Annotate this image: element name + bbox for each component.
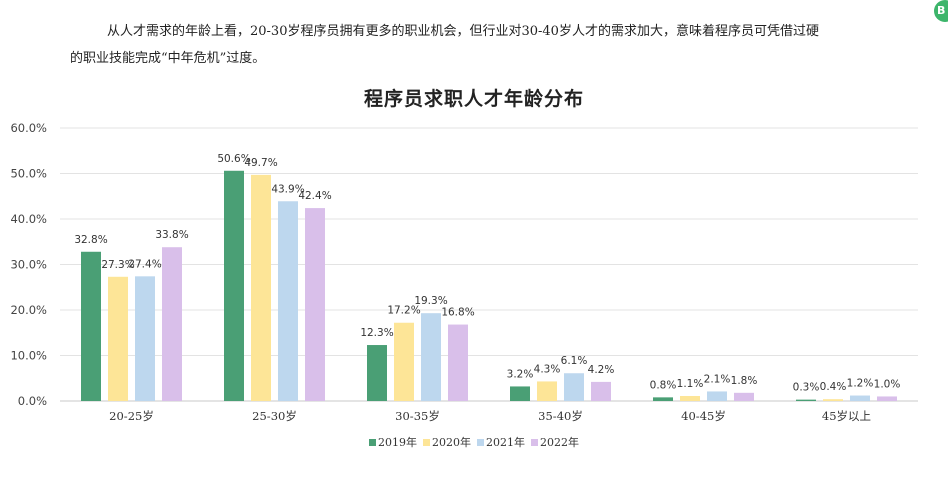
y-tick-label: 50.0% xyxy=(10,167,47,181)
legend-swatch xyxy=(477,439,484,446)
intro-line-1: 从人才需求的年龄上看，20-30岁程序员拥有更多的职业机会，但行业对30-40岁… xyxy=(107,24,819,39)
legend-label: 2021年 xyxy=(486,436,525,449)
x-tick-label: 20-25岁 xyxy=(109,409,154,423)
bar xyxy=(162,247,182,401)
data-label: 1.0% xyxy=(874,378,901,390)
legend-swatch xyxy=(531,439,538,446)
legend-item: 2021年 xyxy=(477,434,525,450)
bar xyxy=(680,395,700,401)
data-label: 17.2% xyxy=(387,305,420,317)
bar xyxy=(850,395,870,401)
x-tick-label: 45岁以上 xyxy=(822,409,871,423)
legend-label: 2022年 xyxy=(540,436,579,449)
y-tick-label: 40.0% xyxy=(10,212,47,226)
data-label: 33.8% xyxy=(155,229,188,241)
data-label: 2.1% xyxy=(704,373,731,385)
data-label: 49.7% xyxy=(244,157,277,169)
bar xyxy=(537,381,557,401)
data-label: 4.2% xyxy=(588,364,615,376)
data-label: 1.1% xyxy=(677,378,704,390)
data-label: 43.9% xyxy=(271,183,304,195)
bar xyxy=(653,397,673,401)
data-label: 0.4% xyxy=(820,381,847,393)
data-label: 19.3% xyxy=(414,295,447,307)
data-label: 16.8% xyxy=(441,307,474,319)
data-label: 42.4% xyxy=(298,190,331,202)
bar xyxy=(796,399,816,401)
bar xyxy=(394,322,414,401)
bar xyxy=(734,392,754,401)
y-tick-label: 20.0% xyxy=(10,303,47,317)
y-tick-label: 0.0% xyxy=(18,394,47,408)
bar xyxy=(510,386,530,401)
data-label: 1.2% xyxy=(847,378,874,390)
legend-swatch xyxy=(423,439,430,446)
chart-legend: 2019年 2020年 2021年 2022年 xyxy=(0,434,948,450)
bar xyxy=(421,313,441,401)
data-label: 50.6% xyxy=(217,153,250,165)
bar xyxy=(707,391,727,401)
x-tick-label: 25-30岁 xyxy=(252,409,297,423)
bar xyxy=(81,251,101,401)
data-label: 4.3% xyxy=(534,363,561,375)
data-label: 0.3% xyxy=(793,382,820,394)
legend-label: 2019年 xyxy=(378,436,417,449)
bar xyxy=(224,170,244,401)
legend-item: 2019年 xyxy=(369,434,417,450)
data-label: 12.3% xyxy=(360,327,393,339)
bar xyxy=(367,345,387,401)
bar xyxy=(108,276,128,401)
legend-item: 2020年 xyxy=(423,434,471,450)
y-tick-label: 10.0% xyxy=(10,349,47,363)
intro-paragraph: 从人才需求的年龄上看，20-30岁程序员拥有更多的职业机会，但行业对30-40岁… xyxy=(70,18,870,72)
x-tick-label: 40-45岁 xyxy=(681,409,726,423)
bar xyxy=(591,381,611,401)
bar xyxy=(448,324,468,401)
legend-label: 2020年 xyxy=(432,436,471,449)
bar xyxy=(278,201,298,401)
bar xyxy=(305,208,325,401)
chart-title: 程序员求职人才年龄分布 xyxy=(363,88,584,110)
bar xyxy=(877,396,897,401)
x-tick-label: 35-40岁 xyxy=(538,409,583,423)
data-label: 27.4% xyxy=(128,258,161,270)
data-label: 1.8% xyxy=(731,375,758,387)
legend-swatch xyxy=(369,439,376,446)
legend-item: 2022年 xyxy=(531,434,579,450)
data-label: 32.8% xyxy=(74,234,107,246)
data-label: 6.1% xyxy=(561,355,588,367)
data-label: 3.2% xyxy=(507,368,534,380)
y-tick-label: 60.0% xyxy=(10,121,47,135)
corner-badge-icon[interactable]: B xyxy=(934,0,948,22)
data-label: 0.8% xyxy=(650,379,677,391)
data-label: 27.3% xyxy=(101,259,134,271)
bar xyxy=(823,399,843,401)
bar xyxy=(251,174,271,401)
x-tick-label: 30-35岁 xyxy=(395,409,440,423)
bar xyxy=(135,276,155,401)
intro-line-2: 的职业技能完成“中年危机”过度。 xyxy=(70,51,266,66)
y-tick-label: 30.0% xyxy=(10,258,47,272)
bar xyxy=(564,373,584,401)
